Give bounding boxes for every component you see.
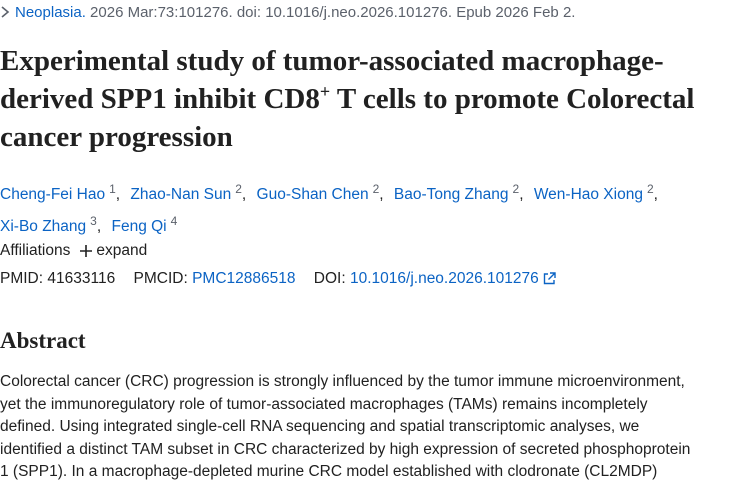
expand-toggle[interactable]: expand	[96, 242, 148, 259]
author-affiliation-number[interactable]: 4	[170, 214, 178, 229]
abstract-line: defined. Using integrated single-cell RN…	[0, 418, 640, 435]
citation: Neoplasia. 2026 Mar:73:101276. doi: 10.1…	[0, 4, 575, 21]
abstract-line: yet the immunoregulatory role of tumor-a…	[0, 395, 648, 413]
plus-icon[interactable]	[80, 245, 93, 257]
author-affiliation-number[interactable]: 3	[90, 214, 97, 229]
pmcid-link[interactable]: PMC12886518	[192, 270, 296, 287]
pmid-label: PMID:	[0, 270, 44, 287]
abstract-text: Colorectal cancer (CRC) progression is s…	[0, 371, 690, 484]
author-affiliation-number[interactable]: 2	[646, 182, 654, 196]
external-link-icon[interactable]	[543, 272, 556, 285]
pmid: 41633116	[47, 270, 116, 287]
author-name[interactable]: Guo-Shan Chen	[256, 186, 369, 204]
citation-details: 2026 Mar:73:101276. doi: 10.1016/j.neo.2…	[85, 4, 576, 21]
author: Zhao-Nan Sun 2	[130, 182, 252, 204]
doi-link[interactable]: 10.1016/j.neo.2026.101276	[349, 270, 539, 287]
author-name[interactable]: Bao-Tong Zhang	[393, 186, 509, 204]
title-text: T cells to promote Colorectal cancer pro…	[0, 83, 695, 153]
author: Xi-Bo Zhang 3	[0, 214, 107, 236]
pmcid-label: PMCID:	[133, 270, 188, 287]
author-affiliation-number[interactable]: 1	[109, 182, 116, 196]
author-name[interactable]: Wen-Hao Xiong	[533, 186, 643, 204]
author: Wen-Hao Xiong 2	[533, 182, 664, 204]
author-affiliation-number[interactable]: 2	[512, 182, 520, 196]
expand-arrow[interactable]	[0, 6, 10, 18]
article-title: Experimental study of tumor-associated m…	[0, 42, 700, 156]
identifiers: PMID: 41633116 PMCID: PMC12886518 DOI: 1…	[0, 270, 556, 288]
author: Feng Qi 4	[111, 214, 177, 236]
abstract-heading: Abstract	[0, 328, 86, 353]
author: Guo-Shan Chen 2	[256, 182, 390, 204]
author-name[interactable]: Xi-Bo Zhang	[0, 218, 87, 236]
author: Cheng-Fei Hao 1	[0, 182, 126, 204]
author-name[interactable]: Zhao-Nan Sun	[130, 186, 232, 204]
title-superscript: +	[319, 81, 331, 102]
title-text: Experimental study of tumor-associated m…	[0, 45, 664, 115]
author-affiliation-number[interactable]: 2	[372, 182, 380, 196]
doi-label: DOI:	[313, 270, 346, 287]
abstract-line: identified a distinct TAM subset in CRC …	[0, 440, 691, 458]
author-name[interactable]: Cheng-Fei Hao	[0, 186, 106, 204]
abstract-line: Colorectal cancer (CRC) progression is s…	[0, 373, 685, 390]
author: Bao-Tong Zhang 2	[393, 182, 530, 204]
abstract-line: 1 (SPP1). In a macrophage-depleted murin…	[0, 463, 658, 480]
author-affiliation-number[interactable]: 2	[235, 182, 242, 196]
journal-link[interactable]: Neoplasia.	[15, 4, 86, 21]
author-name[interactable]: Feng Qi	[111, 218, 167, 236]
affiliations-label: Affiliations	[0, 242, 71, 259]
affiliations: Affiliations expand	[0, 242, 147, 260]
